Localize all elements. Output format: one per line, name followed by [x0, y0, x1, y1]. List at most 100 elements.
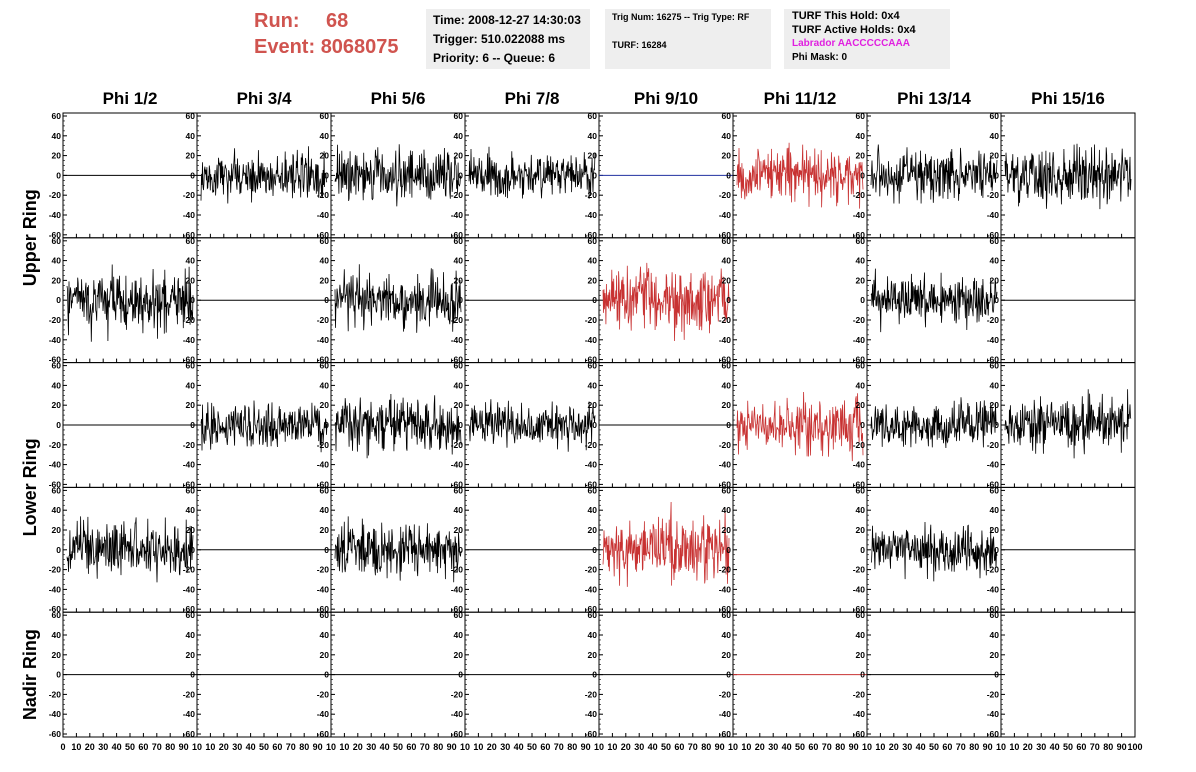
y-tick-label-r1c5: 60	[588, 111, 598, 121]
y-tick-label-r1c8: -40	[987, 210, 1000, 220]
waveform-trace-r4c3	[334, 516, 462, 583]
x-tick-label: 90	[1117, 742, 1127, 752]
y-tick-label-r2c1: -20	[49, 315, 62, 325]
x-tick-label: 70	[688, 742, 698, 752]
waveform-trace-r1c3	[334, 144, 462, 207]
y-tick-label-r1c1: -40	[49, 210, 62, 220]
y-tick-label-r1c3: -40	[317, 210, 330, 220]
y-tick-label-r4c3: 20	[320, 525, 330, 535]
y-tick-label-r4c3: 60	[320, 485, 330, 495]
priority-text: Priority: 6 -- Queue: 6	[433, 51, 556, 65]
y-tick-label-r2c4: 0	[458, 295, 463, 305]
y-tick-label-r5c4: 20	[454, 650, 464, 660]
y-tick-label-r2c7: 20	[856, 275, 866, 285]
y-tick-label-r5c5: -20	[585, 689, 598, 699]
x-tick-label: 50	[929, 742, 939, 752]
y-tick-label-r1c2: 40	[186, 131, 196, 141]
y-tick-label-r1c2: -40	[183, 210, 196, 220]
y-tick-label-r2c2: 20	[186, 275, 196, 285]
y-tick-label-r3c4: 60	[454, 361, 464, 371]
y-tick-label-r4c4: -40	[451, 584, 464, 594]
y-tick-label-r3c8: 0	[994, 420, 999, 430]
y-tick-label-r5c2: 60	[186, 610, 196, 620]
waveform-trace-r4c1	[66, 516, 194, 583]
y-tick-label-r3c6: 60	[722, 361, 732, 371]
y-tick-label-r1c3: 20	[320, 151, 330, 161]
x-tick-label: 10	[594, 742, 604, 752]
trigger-info-pane: Trig Num: 16275 -- Trig Type: RF TURF: 1…	[605, 9, 771, 69]
x-tick-label: 80	[835, 742, 845, 752]
y-tick-label-r1c5: 20	[588, 151, 598, 161]
time-info-pane: Time: 2008-12-27 14:30:03 Trigger: 510.0…	[426, 9, 590, 69]
x-tick-label: 60	[406, 742, 416, 752]
y-tick-label-r2c1: 40	[52, 256, 62, 266]
y-tick-label-r3c8: -20	[987, 440, 1000, 450]
y-tick-label-r2c3: -20	[317, 315, 330, 325]
y-tick-label-r2c4: -60	[451, 355, 464, 365]
y-tick-label-r3c5: 60	[588, 361, 598, 371]
y-tick-label-r5c3: -20	[317, 689, 330, 699]
y-tick-label-r4c4: -20	[451, 565, 464, 575]
y-tick-label-r3c2: 20	[186, 400, 196, 410]
x-tick-label: 80	[969, 742, 979, 752]
x-tick-label: 30	[500, 742, 510, 752]
waveform-trace-r2c5	[602, 262, 730, 342]
y-tick-label-r4c8: -40	[987, 584, 1000, 594]
y-tick-label-r1c7: 40	[856, 131, 866, 141]
y-tick-label-r5c4: -60	[451, 729, 464, 739]
y-tick-label-r3c2: 0	[190, 420, 195, 430]
y-tick-label-r4c8: 0	[994, 545, 999, 555]
labrador-text: Labrador AACCCCCAAA	[792, 38, 910, 49]
y-tick-label-r5c2: -40	[183, 709, 196, 719]
y-tick-label-r3c2: -60	[183, 479, 196, 489]
waveform-trace-r1c7	[870, 144, 998, 204]
y-tick-label-r4c5: -60	[585, 604, 598, 614]
x-tick-label: 10	[473, 742, 483, 752]
x-tick-label: 60	[540, 742, 550, 752]
x-tick-label: 40	[782, 742, 792, 752]
time-text: Time: 2008-12-27 14:30:03	[433, 13, 581, 27]
y-tick-label-r4c8: 60	[990, 485, 1000, 495]
turf-this-hold-text: TURF This Hold: 0x4	[792, 10, 900, 22]
run-event-label: Run: 68 Event: 8068075	[254, 8, 399, 60]
x-tick-label: 80	[433, 742, 443, 752]
y-tick-label-r2c6: 0	[726, 295, 731, 305]
y-tick-label-r5c5: -60	[585, 729, 598, 739]
y-tick-label-r1c5: -40	[585, 210, 598, 220]
x-tick-label: 80	[165, 742, 175, 752]
x-tick-label: 20	[85, 742, 95, 752]
y-tick-label-r1c3: -60	[317, 230, 330, 240]
y-tick-label-r1c1: 40	[52, 131, 62, 141]
x-tick-label: 90	[313, 742, 323, 752]
x-tick-label: 80	[299, 742, 309, 752]
y-tick-label-r4c5: -20	[585, 565, 598, 575]
x-tick-label: 80	[1103, 742, 1113, 752]
y-tick-label-r1c3: 60	[320, 111, 330, 121]
y-tick-label-r1c7: -20	[853, 190, 866, 200]
x-tick-label: 10	[460, 742, 470, 752]
waveform-trace-r1c8	[1004, 143, 1132, 210]
y-tick-label-r2c8: -60	[987, 355, 1000, 365]
y-tick-label-r3c5: -20	[585, 440, 598, 450]
x-tick-label: 30	[768, 742, 778, 752]
y-tick-label-r2c7: 0	[860, 295, 865, 305]
column-title-3: Phi 5/6	[371, 89, 426, 108]
y-tick-label-r1c7: 20	[856, 151, 866, 161]
y-tick-label-r5c1: 40	[52, 630, 62, 640]
y-tick-label-r1c3: 0	[324, 170, 329, 180]
x-tick-label: 20	[621, 742, 631, 752]
x-tick-label: 30	[366, 742, 376, 752]
x-tick-label: 10	[192, 742, 202, 752]
y-tick-label-r3c5: -60	[585, 479, 598, 489]
y-tick-label-r4c1: -40	[49, 584, 62, 594]
y-tick-label-r1c8: 0	[994, 170, 999, 180]
y-tick-label-r1c4: 20	[454, 151, 464, 161]
y-tick-label-r3c4: 40	[454, 380, 464, 390]
panel-frame-r4c6	[732, 486, 868, 613]
y-tick-label-r4c7: 0	[860, 545, 865, 555]
x-tick-label: 40	[648, 742, 658, 752]
x-tick-label: 20	[1023, 742, 1033, 752]
y-tick-label-r2c2: 40	[186, 256, 196, 266]
y-tick-label-r2c4: -20	[451, 315, 464, 325]
y-tick-label-r3c7: -40	[853, 460, 866, 470]
